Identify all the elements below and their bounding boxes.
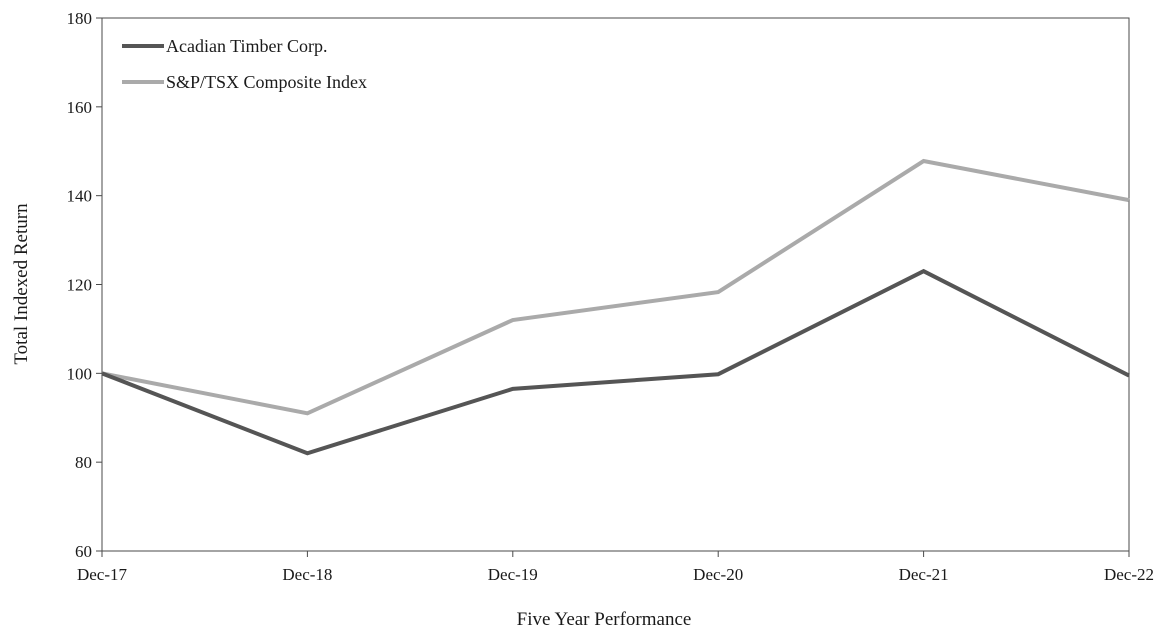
- x-tick-label: Dec-22: [1104, 565, 1154, 584]
- series-lines: [101, 158, 1130, 456]
- legend-label-acadian-timber-corp: Acadian Timber Corp.: [166, 36, 328, 56]
- x-tick-label: Dec-19: [488, 565, 538, 584]
- x-tick-label: Dec-18: [282, 565, 332, 584]
- x-tick-label: Dec-20: [693, 565, 743, 584]
- plot-border: [101, 17, 1130, 552]
- y-tick-label: 60: [75, 542, 92, 561]
- legend-label-s-p-tsx-composite-index: S&P/TSX Composite Index: [166, 72, 367, 92]
- y-axis-title: Total Indexed Return: [11, 203, 32, 365]
- legend: Acadian Timber Corp. S&P/TSX Composite In…: [122, 36, 367, 92]
- y-tick-label: 180: [67, 9, 93, 28]
- y-tick-label: 100: [67, 364, 93, 383]
- y-tick-label: 160: [67, 98, 93, 117]
- x-axis-title: Five Year Performance: [517, 609, 692, 628]
- x-tick-label: Dec-17: [77, 565, 128, 584]
- axes: 60 80 100 120 140 160 180 Dec-17 Dec-18 Dec-19 Dec…: [67, 9, 1155, 584]
- y-tick-label: 120: [67, 276, 93, 295]
- series-line-s-p-tsx-composite-index: [101, 158, 1130, 416]
- y-tick-label: 140: [67, 187, 93, 206]
- x-tick-label: Dec-21: [899, 565, 949, 584]
- series-line-acadian-timber-corp: [101, 268, 1130, 456]
- y-tick-label: 80: [75, 453, 92, 472]
